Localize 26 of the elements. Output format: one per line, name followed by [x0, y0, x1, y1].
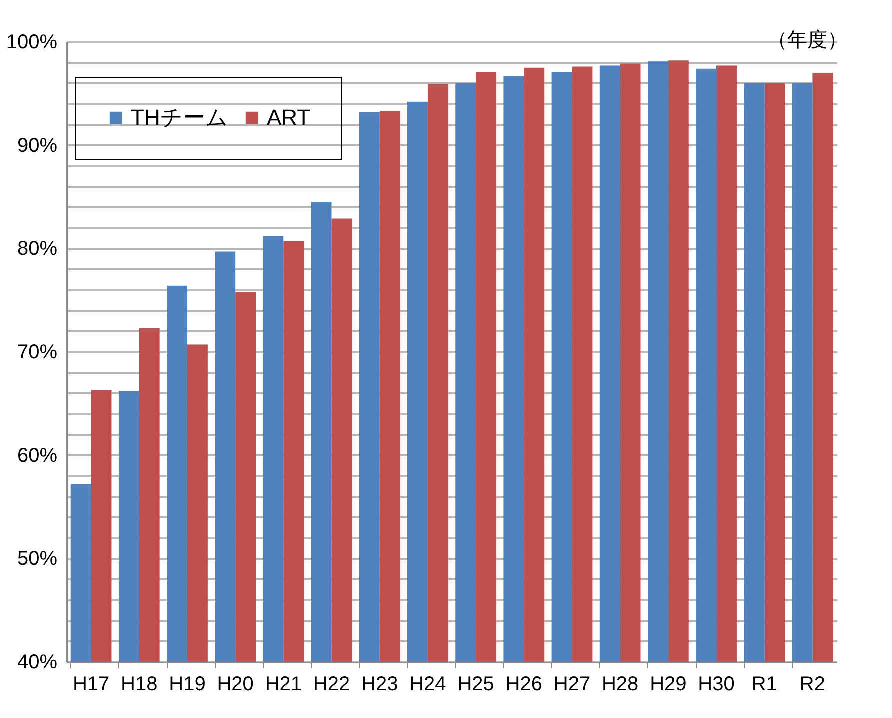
x-tick-label: R2	[800, 674, 826, 696]
x-tick-label: H29	[650, 674, 687, 696]
y-tick-label: 90%	[17, 134, 58, 157]
x-tick-label: H22	[313, 674, 350, 696]
y-tick-label: 50%	[17, 548, 58, 570]
y-tick-label: 80%	[17, 238, 58, 260]
y-tick-label: 70%	[17, 342, 58, 364]
x-tick-label: H19	[169, 674, 206, 696]
x-tick-label: H18	[121, 674, 158, 696]
legend-label: ART	[267, 105, 311, 130]
y-tick-label: 100%	[6, 32, 58, 54]
x-tick-label: H17	[72, 674, 110, 696]
x-tick-label: H23	[362, 674, 398, 696]
x-tick-label: H25	[458, 674, 494, 696]
x-tick-label: R1	[752, 674, 778, 696]
y-tick-label: 60%	[17, 444, 58, 467]
x-tick-label: H27	[554, 674, 591, 696]
x-tick-label: H24	[410, 674, 446, 696]
y-tick-label: 40%	[17, 652, 58, 674]
x-axis-title: （年度）	[768, 30, 848, 52]
legend-label: THチーム	[131, 105, 228, 130]
x-tick-label: H30	[698, 674, 735, 696]
x-tick-label: H28	[602, 674, 639, 696]
x-tick-label: H26	[506, 674, 542, 696]
x-tick-label: H21	[265, 674, 302, 696]
x-tick-label: H20	[217, 674, 254, 696]
